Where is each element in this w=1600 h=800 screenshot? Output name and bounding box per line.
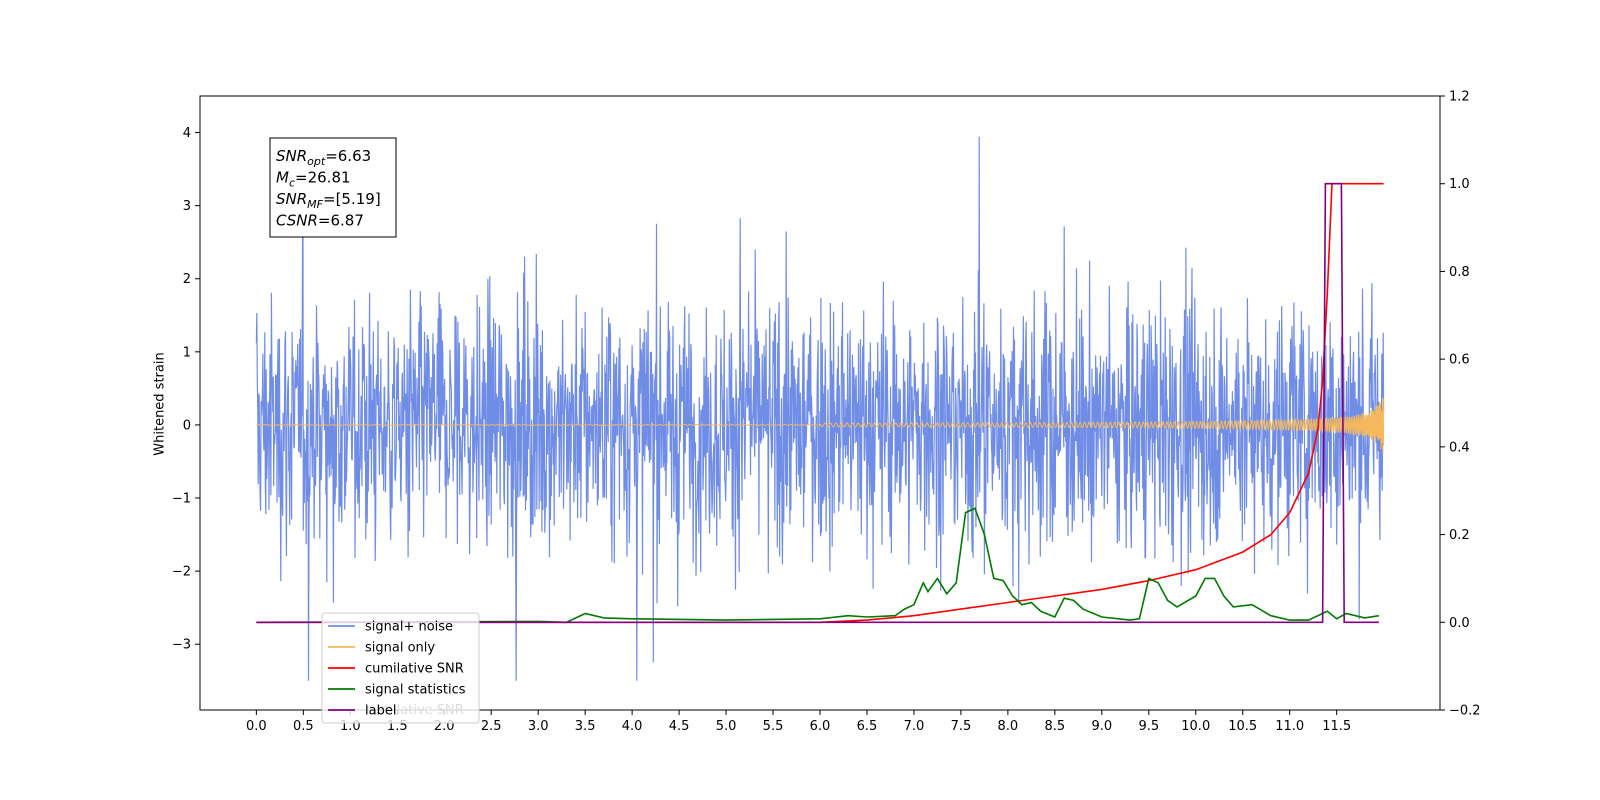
stat-line: Mc=26.81 xyxy=(276,169,351,190)
y2-tick-label: 0.4 xyxy=(1449,440,1470,455)
legend-overlap-text: cumilative SNR xyxy=(365,703,464,718)
y2-tick-label: 1.0 xyxy=(1449,177,1470,192)
y2-tick-label: 1.2 xyxy=(1449,90,1470,105)
legend-entry: signal statistics xyxy=(365,683,466,698)
y2-tick-label: 0.2 xyxy=(1449,528,1470,543)
y-tick-label: 1 xyxy=(183,345,191,360)
x-tick-label: 8.0 xyxy=(998,719,1019,734)
series-cumilative-snr xyxy=(256,182,1384,624)
legend-entry: signal+ noise xyxy=(365,620,453,635)
y-tick-label: 0 xyxy=(183,418,191,433)
x-tick-label: 0.0 xyxy=(246,719,267,734)
y-tick-label: −1 xyxy=(172,492,191,507)
x-tick-label: 10.0 xyxy=(1181,719,1210,734)
series-signal-statistics xyxy=(256,507,1380,624)
legend-entry: signal only xyxy=(365,641,435,656)
x-tick-label: 8.5 xyxy=(1045,719,1066,734)
x-tick-label: 0.5 xyxy=(293,719,314,734)
legend: cumilative SNR signal+ noise signal only cu… xyxy=(321,612,480,724)
x-tick-label: 6.0 xyxy=(810,719,831,734)
y-tick-label: 3 xyxy=(183,199,191,214)
x-tick-label: 5.5 xyxy=(763,719,784,734)
series-signal-only xyxy=(256,397,1385,455)
series-signal-noise xyxy=(255,136,1385,681)
y2-tick-label: 0.8 xyxy=(1449,265,1470,280)
signal-only-line xyxy=(256,397,1385,455)
legend-entry: cumilative SNR xyxy=(365,662,464,677)
x-tick-label: 7.0 xyxy=(904,719,925,734)
x-tick-label: 4.0 xyxy=(622,719,643,734)
y-tick-label: 2 xyxy=(183,272,191,287)
signal-noise-line xyxy=(255,136,1385,681)
y2-tick-label: 0.6 xyxy=(1449,353,1470,368)
x-tick-label: 9.0 xyxy=(1091,719,1112,734)
stat-line: SNRMF=[5.19] xyxy=(276,190,381,211)
stat-line: SNRopt=6.63 xyxy=(276,147,371,168)
series-label xyxy=(256,182,1379,624)
x-tick-label: 5.0 xyxy=(716,719,737,734)
line-label xyxy=(256,182,1379,624)
legend-entry: label xyxy=(365,704,396,719)
stats-box-frame xyxy=(269,137,397,238)
y-tick-label: −2 xyxy=(172,565,191,580)
y-tick-label: −3 xyxy=(172,638,191,653)
y-axis-label: Whitened strain xyxy=(153,352,168,455)
series-layer xyxy=(255,136,1385,681)
y-tick-label: 4 xyxy=(183,126,191,141)
y2-tick-label: −0.2 xyxy=(1449,704,1481,719)
legend-frame xyxy=(321,612,480,724)
line-signal-statistics xyxy=(256,507,1380,624)
x-tick-label: 2.5 xyxy=(481,719,502,734)
x-tick-label: 9.5 xyxy=(1138,719,1159,734)
x-tick-label: 10.5 xyxy=(1228,719,1257,734)
x-tick-label: 11.0 xyxy=(1275,719,1304,734)
x-tick-label: 11.5 xyxy=(1322,719,1351,734)
x-tick-label: 7.5 xyxy=(951,719,972,734)
x-tick-label: 3.5 xyxy=(575,719,596,734)
x-tick-label: 3.0 xyxy=(528,719,549,734)
stat-line: CSNR=6.87 xyxy=(276,212,364,230)
y2-tick-label: 0.0 xyxy=(1449,616,1470,631)
x-tick-label: 6.5 xyxy=(857,719,878,734)
line-cumilative-snr xyxy=(256,182,1384,624)
y-axis-left: −3 −2 −1 0 1 2 3 4 xyxy=(172,126,200,653)
x-tick-label: 4.5 xyxy=(669,719,690,734)
y-axis-right: −0.2 0.0 0.2 0.4 0.6 0.8 1.0 1.2 xyxy=(1440,90,1481,719)
